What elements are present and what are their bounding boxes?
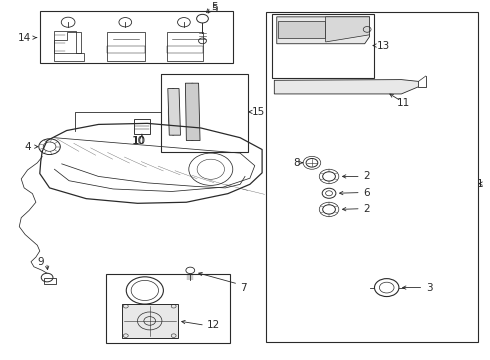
- Text: 8: 8: [293, 158, 300, 168]
- Text: 7: 7: [240, 283, 247, 293]
- Polygon shape: [277, 17, 369, 44]
- Text: 12: 12: [207, 320, 220, 330]
- Text: 14: 14: [18, 33, 31, 42]
- Text: 3: 3: [426, 283, 432, 293]
- Bar: [161, 74, 248, 152]
- Bar: [122, 304, 178, 338]
- Polygon shape: [185, 83, 200, 140]
- Polygon shape: [326, 17, 369, 42]
- Text: 5: 5: [211, 4, 218, 14]
- Text: 6: 6: [363, 188, 370, 198]
- Bar: [134, 119, 150, 134]
- Bar: [278, 21, 325, 39]
- Bar: [40, 12, 233, 63]
- Bar: [106, 274, 230, 343]
- Text: 9: 9: [37, 257, 44, 267]
- Bar: [44, 278, 56, 284]
- Bar: [272, 14, 374, 78]
- Text: 1: 1: [477, 179, 484, 189]
- Polygon shape: [274, 80, 418, 94]
- Text: 13: 13: [377, 41, 390, 50]
- Text: 15: 15: [252, 107, 265, 117]
- Text: 10: 10: [133, 136, 146, 146]
- Text: 5: 5: [211, 2, 218, 12]
- Bar: [266, 12, 478, 342]
- Text: 2: 2: [363, 171, 370, 181]
- Text: 11: 11: [396, 98, 410, 108]
- Text: 4: 4: [24, 141, 31, 152]
- Text: 2: 2: [363, 204, 370, 214]
- Polygon shape: [168, 89, 180, 135]
- Text: 10: 10: [132, 136, 145, 145]
